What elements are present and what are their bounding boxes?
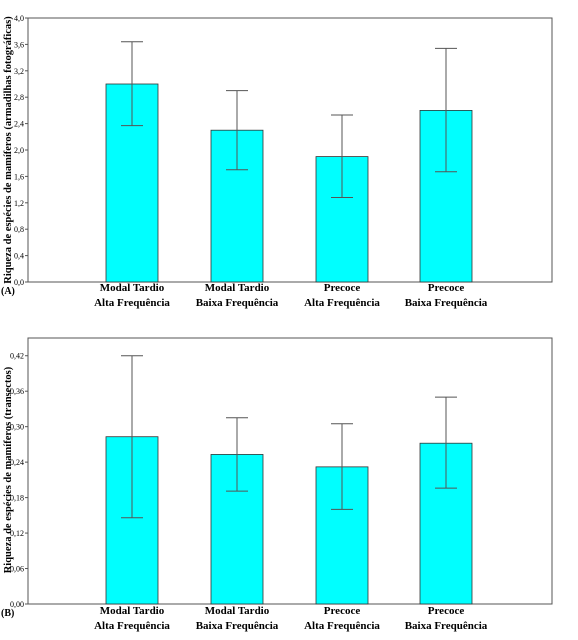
category-label: Alta Frequência [304,297,380,309]
y-tick-label: 0,18 [10,494,24,503]
category-label: Precoce [324,282,361,294]
y-tick-label: 4,0 [14,14,24,23]
y-tick-label: 0,8 [14,225,24,234]
y-tick-label: 0,00 [10,600,24,609]
category-label: Baixa Frequência [196,620,279,632]
y-tick-label: 0,36 [10,387,24,396]
panel-a-y-axis: 0,0 0,4 0,8 1,2 1,6 2,0 2,4 2,8 3,2 3,6 4,0 [14,14,28,287]
y-tick-label: 0,30 [10,423,24,432]
y-tick-label: 0,0 [14,278,24,287]
category-label: Baixa Frequência [196,297,279,309]
category-label: Baixa Frequência [405,297,488,309]
y-tick-label: 2,0 [14,146,24,155]
y-tick-label: 0,24 [10,458,24,467]
panel-a-label: (A) [1,286,15,297]
category-label: Modal Tardio [205,605,270,617]
category-label: Modal Tardio [100,605,165,617]
panel-b-y-axis-title: Riqueza de espécies de mamíferos (transe… [3,366,14,573]
y-tick-label: 1,6 [14,172,24,181]
y-tick-label: 0,42 [10,352,24,361]
y-tick-label: 3,2 [14,67,24,76]
y-tick-label: 1,2 [14,199,24,208]
category-label: Alta Frequência [94,297,170,309]
category-label: Alta Frequência [94,620,170,632]
category-label: Modal Tardio [205,282,270,294]
panel-b-bars [105,355,473,605]
y-tick-label: 0,12 [10,529,24,538]
panel-a-y-axis-title: Riqueza de espécies de mamíferos (armadi… [3,16,14,284]
category-label: Alta Frequência [304,620,380,632]
panel-a: 0,0 0,4 0,8 1,2 1,6 2,0 2,4 2,8 3,2 3,6 4,0 Modal … [1,14,553,309]
panel-b-category-labels: Modal Tardio Alta Frequência Modal Tardio B… [94,605,488,632]
panel-b-y-axis: 0,00 0,06 0,12 0,18 0,24 0,30 0,36 0,42 [10,352,28,609]
panel-b-plot-frame [27,337,553,605]
y-tick-label: 3,6 [14,40,24,49]
panel-a-bars [105,41,473,283]
y-tick-label: 2,4 [14,120,24,129]
category-label: Precoce [428,282,465,294]
panel-b: 0,00 0,06 0,12 0,18 0,24 0,30 0,36 0,42 Modal T… [1,337,553,632]
y-tick-label: 0,06 [10,565,24,574]
y-tick-label: 2,8 [14,93,24,102]
category-label: Modal Tardio [100,282,165,294]
category-label: Precoce [324,605,361,617]
y-tick-label: 0,4 [14,252,24,261]
category-label: Baixa Frequência [405,620,488,632]
panel-b-label: (B) [1,608,14,619]
panel-a-category-labels: Modal Tardio Alta Frequência Modal Tardio B… [94,282,488,309]
category-label: Precoce [428,605,465,617]
